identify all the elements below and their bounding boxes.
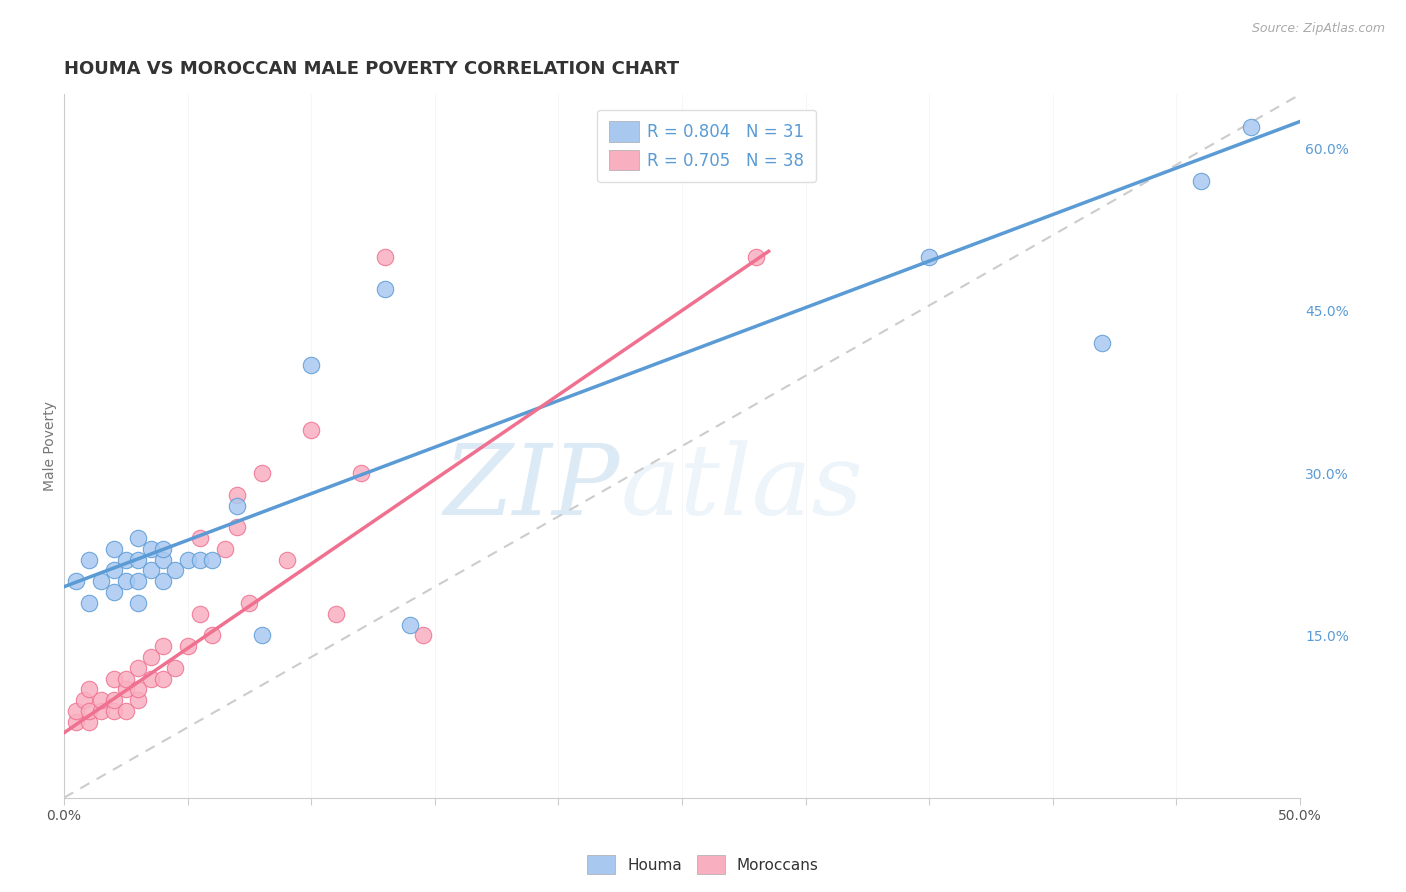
Point	[127, 574, 149, 589]
Point	[188, 552, 211, 566]
Point	[299, 423, 322, 437]
Point	[139, 672, 162, 686]
Point	[139, 541, 162, 556]
Point	[65, 714, 87, 729]
Point	[90, 704, 112, 718]
Point	[115, 574, 138, 589]
Point	[176, 639, 198, 653]
Point	[90, 574, 112, 589]
Point	[127, 661, 149, 675]
Point	[238, 596, 260, 610]
Point	[90, 693, 112, 707]
Point	[299, 358, 322, 372]
Point	[325, 607, 347, 621]
Point	[115, 704, 138, 718]
Point	[65, 704, 87, 718]
Point	[139, 564, 162, 578]
Point	[399, 617, 422, 632]
Point	[103, 541, 125, 556]
Point	[152, 574, 174, 589]
Point	[103, 585, 125, 599]
Point	[103, 693, 125, 707]
Point	[103, 564, 125, 578]
Point	[226, 499, 249, 513]
Point	[226, 488, 249, 502]
Point	[73, 693, 96, 707]
Legend: R = 0.804   N = 31, R = 0.705   N = 38: R = 0.804 N = 31, R = 0.705 N = 38	[598, 110, 817, 182]
Point	[165, 564, 187, 578]
Point	[127, 682, 149, 697]
Point	[127, 596, 149, 610]
Point	[77, 704, 100, 718]
Point	[165, 661, 187, 675]
Point	[1091, 336, 1114, 351]
Point	[152, 541, 174, 556]
Point	[250, 628, 273, 642]
Point	[1240, 120, 1263, 134]
Point	[250, 466, 273, 480]
Legend: Houma, Moroccans: Houma, Moroccans	[581, 849, 825, 880]
Text: HOUMA VS MOROCCAN MALE POVERTY CORRELATION CHART: HOUMA VS MOROCCAN MALE POVERTY CORRELATI…	[65, 60, 679, 78]
Point	[103, 704, 125, 718]
Point	[188, 531, 211, 545]
Text: Source: ZipAtlas.com: Source: ZipAtlas.com	[1251, 22, 1385, 36]
Point	[152, 672, 174, 686]
Point	[77, 682, 100, 697]
Point	[374, 250, 396, 264]
Point	[374, 282, 396, 296]
Point	[127, 531, 149, 545]
Point	[115, 552, 138, 566]
Point	[745, 250, 768, 264]
Text: ZIP: ZIP	[444, 441, 620, 536]
Point	[65, 574, 87, 589]
Point	[77, 552, 100, 566]
Point	[276, 552, 298, 566]
Y-axis label: Male Poverty: Male Poverty	[44, 401, 58, 491]
Point	[152, 552, 174, 566]
Point	[226, 520, 249, 534]
Point	[152, 639, 174, 653]
Point	[115, 672, 138, 686]
Point	[127, 693, 149, 707]
Point	[201, 552, 224, 566]
Point	[918, 250, 941, 264]
Point	[350, 466, 373, 480]
Point	[127, 552, 149, 566]
Point	[188, 607, 211, 621]
Point	[115, 682, 138, 697]
Point	[1189, 174, 1212, 188]
Text: atlas: atlas	[620, 441, 863, 536]
Point	[139, 650, 162, 665]
Point	[176, 552, 198, 566]
Point	[214, 541, 236, 556]
Point	[201, 628, 224, 642]
Point	[103, 672, 125, 686]
Point	[77, 714, 100, 729]
Point	[412, 628, 434, 642]
Point	[77, 596, 100, 610]
